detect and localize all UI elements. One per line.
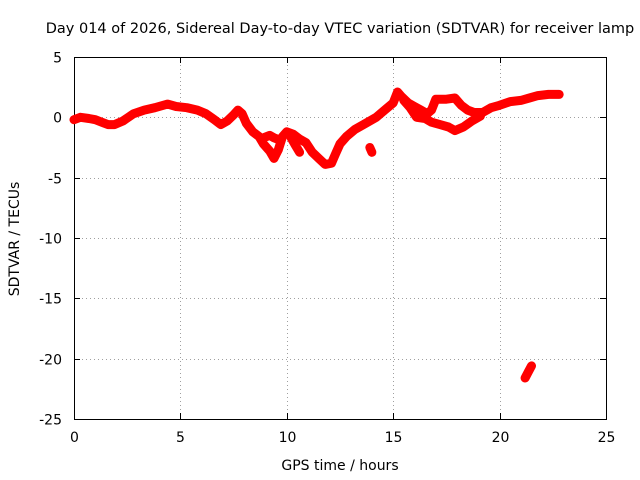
plot-frame	[74, 57, 607, 420]
data-series-trace	[286, 133, 305, 157]
y-tick-label: -20	[39, 353, 62, 369]
y-tick-label: 5	[53, 51, 62, 67]
x-tick-labels: 0 5 10 15 20 25	[70, 430, 615, 446]
x-tick-label: 10	[279, 430, 297, 446]
x-tick-label: 15	[385, 430, 403, 446]
data-series-trace	[258, 130, 285, 145]
x-tick-label: 5	[176, 430, 185, 446]
data-series-trace	[520, 361, 536, 383]
x-tick-label: 25	[598, 430, 616, 446]
data-series	[69, 87, 564, 383]
x-axis-label: GPS time / hours	[281, 458, 398, 474]
data-series-trace	[365, 143, 377, 157]
y-tick-label: 0	[53, 111, 62, 127]
data-series-trace	[399, 95, 485, 136]
x-tick-label: 20	[492, 430, 510, 446]
y-tick-label: -10	[39, 232, 62, 248]
y-axis-label: SDTVAR / TECUs	[7, 182, 23, 297]
grid-lines	[74, 57, 606, 419]
x-tick-label: 0	[70, 430, 79, 446]
y-tick-label: -25	[39, 413, 62, 429]
data-series-trace	[69, 87, 564, 169]
chart-title: Day 014 of 2026, Sidereal Day-to-day VTE…	[46, 21, 635, 37]
y-tick-label: -5	[48, 172, 62, 188]
y-tick-labels: 5 0 -5 -10 -15 -20 -25	[39, 51, 62, 429]
y-tick-label: -15	[39, 292, 62, 308]
